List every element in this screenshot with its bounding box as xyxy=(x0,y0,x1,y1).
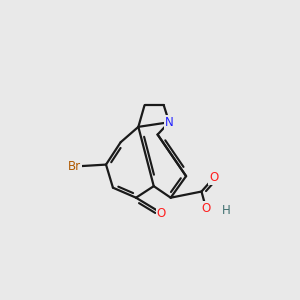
Text: O: O xyxy=(202,202,211,215)
Text: O: O xyxy=(157,207,166,220)
Text: N: N xyxy=(165,116,173,129)
Text: O: O xyxy=(209,171,218,184)
Text: H: H xyxy=(222,204,230,217)
Text: Br: Br xyxy=(68,160,81,172)
